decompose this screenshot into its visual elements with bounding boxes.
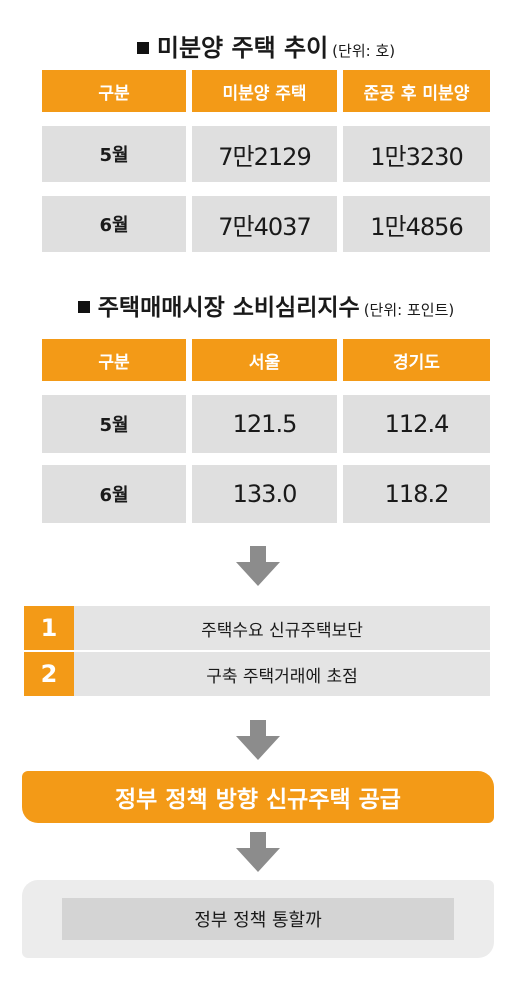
table-header-row: 구분 미분양 주택 준공 후 미분양: [42, 70, 490, 112]
section2-title: 주택매매시장 소비심리지수 (단위: 포인트): [0, 288, 532, 322]
header-cell: 구분: [42, 339, 186, 381]
table-cell: 112.4: [343, 395, 490, 453]
step-number: 1: [24, 606, 74, 650]
table-cell: 133.0: [192, 465, 337, 523]
step-item: 1 주택수요 신규주택보단: [24, 606, 490, 650]
down-arrow-icon: [236, 720, 280, 760]
table-row: 5월 7만2129 1만3230: [42, 126, 490, 182]
row-label: 6월: [42, 196, 186, 252]
table-cell: 121.5: [192, 395, 337, 453]
down-arrow-icon: [236, 832, 280, 872]
table-row: 5월 121.5 112.4: [42, 395, 490, 453]
down-arrow-icon: [236, 546, 280, 586]
step-text: 주택수요 신규주택보단: [74, 606, 490, 650]
square-bullet-icon: [136, 42, 149, 54]
step-number: 2: [24, 652, 74, 696]
step-item: 2 구축 주택거래에 초점: [24, 652, 490, 696]
row-label: 5월: [42, 126, 186, 182]
section2-title-text: 주택매매시장 소비심리지수: [97, 295, 360, 321]
table-cell: 7만2129: [192, 126, 337, 182]
table-header-row: 구분 서울 경기도: [42, 339, 490, 381]
table-cell: 7만4037: [192, 196, 337, 252]
header-cell: 준공 후 미분양: [343, 70, 490, 112]
header-cell: 구분: [42, 70, 186, 112]
conclusion-text: 정부 정책 통할까: [62, 898, 454, 940]
table-row: 6월 133.0 118.2: [42, 465, 490, 523]
row-label: 6월: [42, 465, 186, 523]
table-cell: 118.2: [343, 465, 490, 523]
section1-unit: (단위: 호): [332, 42, 396, 60]
header-cell: 서울: [192, 339, 337, 381]
sentiment-index-table: 구분 서울 경기도 5월 121.5 112.4 6월 133.0 118.2: [42, 339, 490, 523]
square-bullet-icon: [77, 301, 90, 313]
unsold-housing-table: 구분 미분양 주택 준공 후 미분양 5월 7만2129 1만3230 6월 7…: [42, 70, 490, 252]
table-row: 6월 7만4037 1만4856: [42, 196, 490, 252]
row-label: 5월: [42, 395, 186, 453]
table-cell: 1만4856: [343, 196, 490, 252]
section1-title-text: 미분양 주택 추이: [156, 34, 329, 62]
policy-direction-banner: 정부 정책 방향 신규주택 공급: [22, 771, 494, 823]
header-cell: 미분양 주택: [192, 70, 337, 112]
step-text: 구축 주택거래에 초점: [74, 652, 490, 696]
section1-title: 미분양 주택 추이 (단위: 호): [0, 28, 532, 63]
conclusion-box: 정부 정책 통할까: [22, 880, 494, 958]
table-cell: 1만3230: [343, 126, 490, 182]
header-cell: 경기도: [343, 339, 490, 381]
section2-unit: (단위: 포인트): [363, 301, 455, 319]
